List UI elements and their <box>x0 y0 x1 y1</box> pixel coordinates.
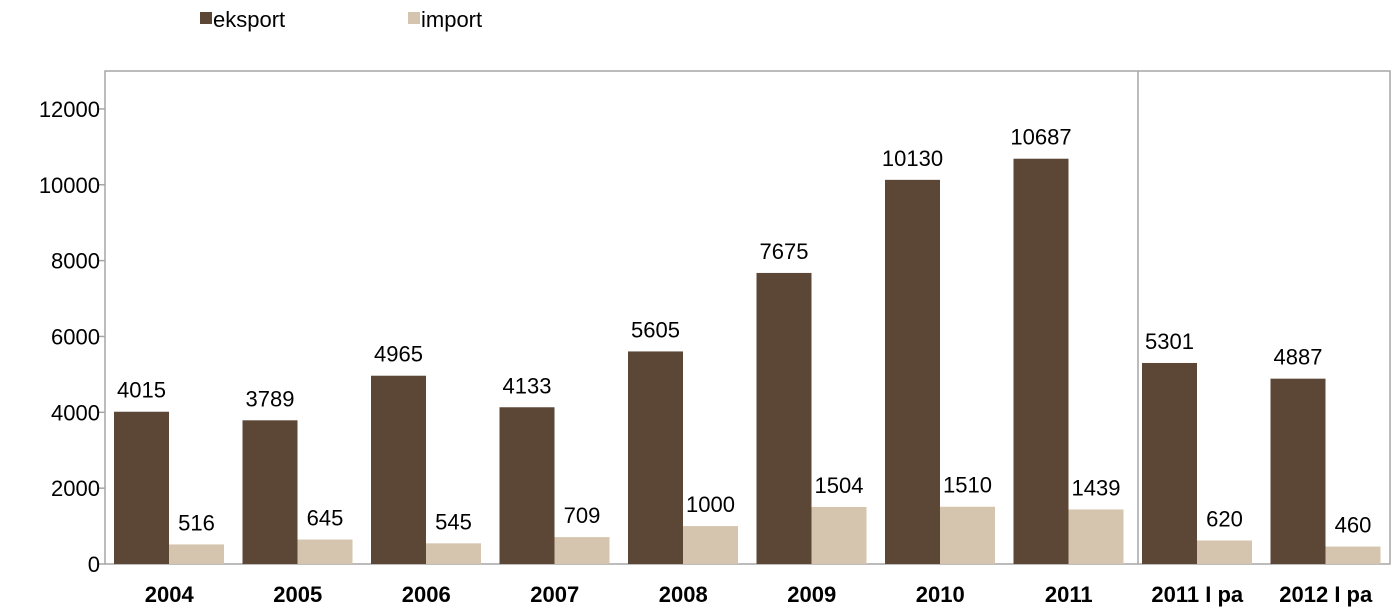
data-label-import: 1510 <box>943 473 992 498</box>
bar-import <box>1068 509 1124 564</box>
data-label-eksport: 5301 <box>1145 329 1194 354</box>
y-tick-label: 6000 <box>51 324 100 349</box>
data-label-eksport: 3789 <box>246 386 295 411</box>
y-tick-label: 2000 <box>51 476 100 501</box>
bar-eksport <box>1013 158 1069 565</box>
bar-eksport <box>628 351 683 564</box>
y-tick-label: 4000 <box>51 400 100 425</box>
bar-eksport <box>885 179 940 564</box>
data-label-eksport: 4133 <box>503 373 552 398</box>
bar-import <box>554 537 610 564</box>
data-label-eksport: 4887 <box>1274 345 1323 370</box>
y-tick-label: 8000 <box>51 249 100 274</box>
bar-eksport <box>499 407 555 564</box>
data-label-import: 1439 <box>1072 475 1121 500</box>
x-category-label: 2012 I pa <box>1279 582 1373 607</box>
data-label-import: 620 <box>1206 506 1243 531</box>
x-category-label: 2010 <box>916 582 965 607</box>
data-label-eksport: 10130 <box>882 146 943 171</box>
bar-eksport <box>1142 362 1197 564</box>
bar-eksport <box>1270 378 1326 564</box>
legend-swatch-import <box>408 12 420 24</box>
data-label-import: 645 <box>307 506 344 531</box>
data-label-eksport: 10687 <box>1010 125 1071 150</box>
x-category-label: 2008 <box>659 582 708 607</box>
legend-swatch-eksport <box>200 12 212 24</box>
plot-frame <box>104 70 1391 565</box>
bar-import <box>297 539 353 564</box>
bar-eksport <box>756 272 812 564</box>
data-label-eksport: 4965 <box>374 342 423 367</box>
bar-import <box>1325 546 1381 564</box>
x-category-label: 2011 I pa <box>1151 582 1244 607</box>
data-label-import: 709 <box>564 503 601 528</box>
bar-import <box>1197 540 1252 564</box>
x-category-label: 2004 <box>145 582 195 607</box>
data-label-import: 1504 <box>815 473 864 498</box>
bar-eksport <box>371 375 426 564</box>
bar-import <box>169 544 224 564</box>
data-label-import: 1000 <box>686 492 735 517</box>
legend: eksport import <box>200 7 482 32</box>
legend-label-eksport: eksport <box>213 7 285 32</box>
bar-import <box>940 506 995 564</box>
data-label-import: 516 <box>178 510 215 535</box>
data-label-import: 545 <box>435 509 472 534</box>
x-category-label: 2009 <box>787 582 836 607</box>
bars: 4015 516 3789 645 4965 545 4133 709 5605 1000 7675… <box>114 125 1381 565</box>
bar-import <box>426 543 481 564</box>
x-category-label: 2005 <box>273 582 322 607</box>
data-label-import: 460 <box>1335 513 1372 538</box>
data-label-eksport: 7675 <box>760 239 809 264</box>
y-axis: 0 2000 4000 6000 8000 10000 12000 <box>39 97 105 577</box>
x-category-label: 2011 <box>1045 582 1093 607</box>
bar-import <box>683 526 738 564</box>
x-axis: 2004 2005 2006 2007 2008 2009 2010 2011 2011 I p… <box>145 582 1373 607</box>
bar-eksport <box>114 411 169 564</box>
y-tick-label: 0 <box>88 552 100 577</box>
y-tick-label: 10000 <box>39 173 100 198</box>
x-category-label: 2007 <box>530 582 579 607</box>
data-label-eksport: 4015 <box>117 378 166 403</box>
legend-label-import: import <box>421 7 482 32</box>
x-category-label: 2006 <box>402 582 451 607</box>
data-label-eksport: 5605 <box>631 317 680 342</box>
y-tick-label: 12000 <box>39 97 100 122</box>
bar-eksport <box>242 420 298 564</box>
bar-import <box>811 506 867 564</box>
